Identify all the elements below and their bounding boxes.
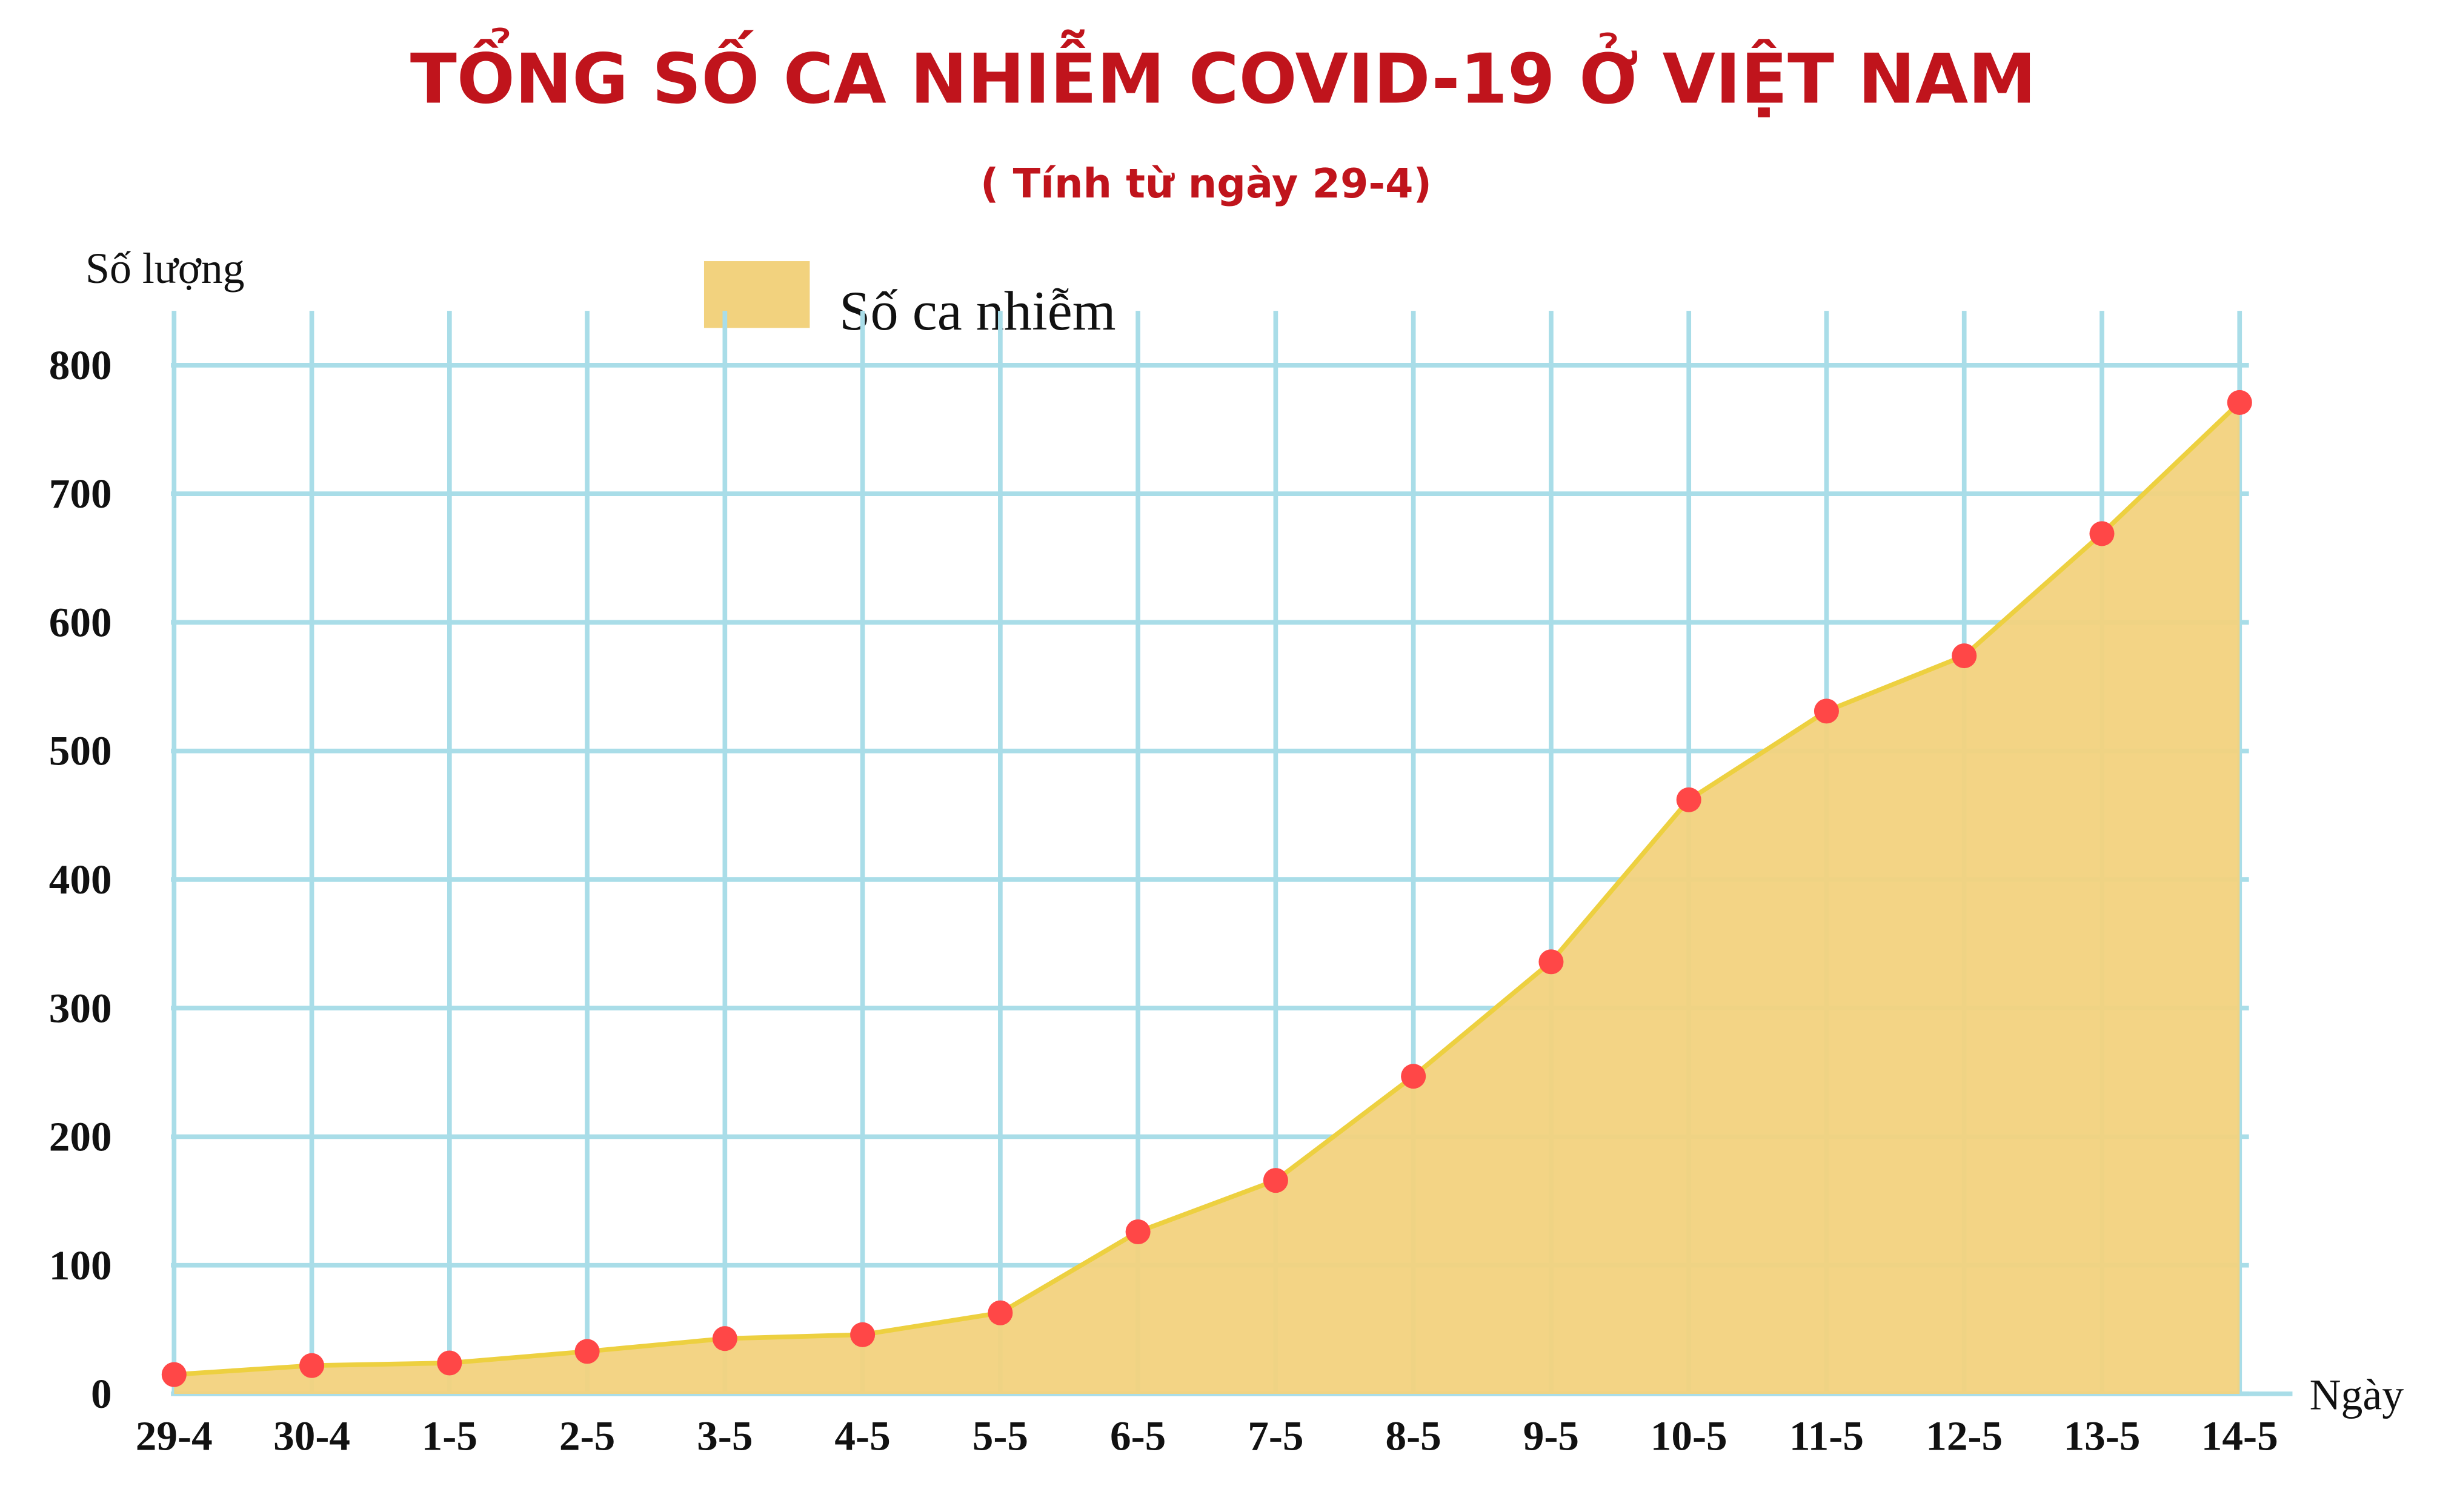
x-tick-label: 14-5	[2201, 1412, 2278, 1459]
point	[299, 1353, 325, 1378]
legend-label: Số ca nhiễm	[839, 280, 1115, 342]
point	[1952, 643, 1977, 669]
y-tick-label: 700	[49, 470, 112, 517]
y-axis-label: Số lượng	[85, 244, 244, 293]
x-tick-label: 12-5	[1926, 1412, 2003, 1459]
point	[1814, 698, 1839, 724]
chart-title: TỔNG SỐ CA NHIỄM COVID-19 Ở VIỆT NAM	[410, 28, 2036, 119]
point	[2227, 390, 2252, 415]
x-tick-label: 6-5	[1110, 1412, 1166, 1459]
x-tick-label: 5-5	[972, 1412, 1028, 1459]
x-tick-label: 13-5	[2064, 1412, 2141, 1459]
y-tick-label: 300	[49, 984, 112, 1031]
chart-subtitle: ( Tính từ ngày 29-4)	[980, 160, 1432, 207]
point	[1263, 1168, 1288, 1193]
x-tick-label: 1-5	[422, 1412, 477, 1459]
y-tick-label: 400	[49, 856, 112, 903]
y-tick-label: 800	[49, 342, 112, 388]
x-tick-label: 3-5	[697, 1412, 753, 1459]
y-tick-label: 500	[49, 728, 112, 774]
point	[1676, 787, 1701, 812]
x-tick-label: 29-4	[136, 1412, 213, 1459]
point	[161, 1362, 187, 1387]
point	[1538, 949, 1564, 975]
x-tick-label: 4-5	[834, 1412, 890, 1459]
y-tick-label: 600	[49, 598, 112, 645]
x-tick-label: 7-5	[1248, 1412, 1303, 1459]
x-tick-label: 30-4	[273, 1412, 350, 1459]
point	[988, 1300, 1013, 1325]
point	[574, 1339, 600, 1364]
x-axis-label: Ngày	[2310, 1371, 2404, 1419]
x-tick-label: 8-5	[1386, 1412, 1441, 1459]
y-tick-label: 0	[91, 1370, 112, 1417]
y-tick-label: 100	[49, 1242, 112, 1288]
line	[174, 400, 2241, 1377]
point	[1125, 1219, 1151, 1245]
point	[712, 1326, 737, 1351]
point	[437, 1350, 462, 1376]
x-tick-label: 10-5	[1651, 1412, 1727, 1459]
point	[1401, 1064, 1426, 1089]
x-tick-label: 11-5	[1789, 1412, 1864, 1459]
area	[174, 402, 2240, 1394]
point	[850, 1322, 876, 1347]
x-tick-label: 2-5	[559, 1412, 615, 1459]
x-tick-label: 9-5	[1523, 1412, 1579, 1459]
point	[2089, 521, 2115, 546]
legend-swatch	[703, 261, 810, 328]
y-tick-label: 200	[49, 1113, 112, 1160]
